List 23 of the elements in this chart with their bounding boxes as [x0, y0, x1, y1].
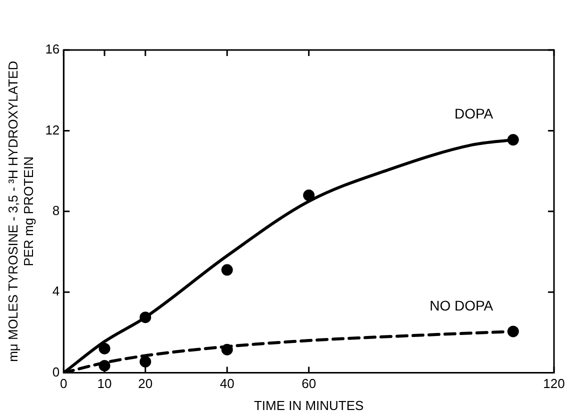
x-axis-title: TIME IN MINUTES	[254, 398, 364, 413]
y-axis-title: mμ MOLES TYROSINE - 3,5 - ³H HYDROXYLATED PER mg PROTEIN	[5, 60, 36, 362]
point	[98, 360, 110, 372]
x-tick-label: 60	[302, 376, 316, 392]
y-tick-label: 16	[45, 42, 60, 57]
x-tick-label: 120	[543, 376, 565, 392]
point	[507, 134, 519, 146]
series-label: NO DOPA	[430, 297, 494, 314]
x-tick-label: 40	[220, 376, 234, 392]
point	[98, 342, 110, 354]
y-tick-label: 12	[45, 122, 60, 138]
x-tick-label: 10	[97, 376, 112, 392]
point	[140, 312, 152, 324]
point	[507, 326, 519, 338]
point	[221, 344, 233, 356]
point	[140, 356, 152, 368]
y-tick-label: 8	[52, 202, 60, 218]
y-tick-label: 0	[52, 364, 60, 380]
point	[221, 264, 233, 276]
x-tick-label: 20	[138, 376, 153, 392]
series-label: DOPA	[454, 106, 494, 122]
point	[303, 190, 315, 202]
y-tick-label: 4	[52, 284, 60, 299]
